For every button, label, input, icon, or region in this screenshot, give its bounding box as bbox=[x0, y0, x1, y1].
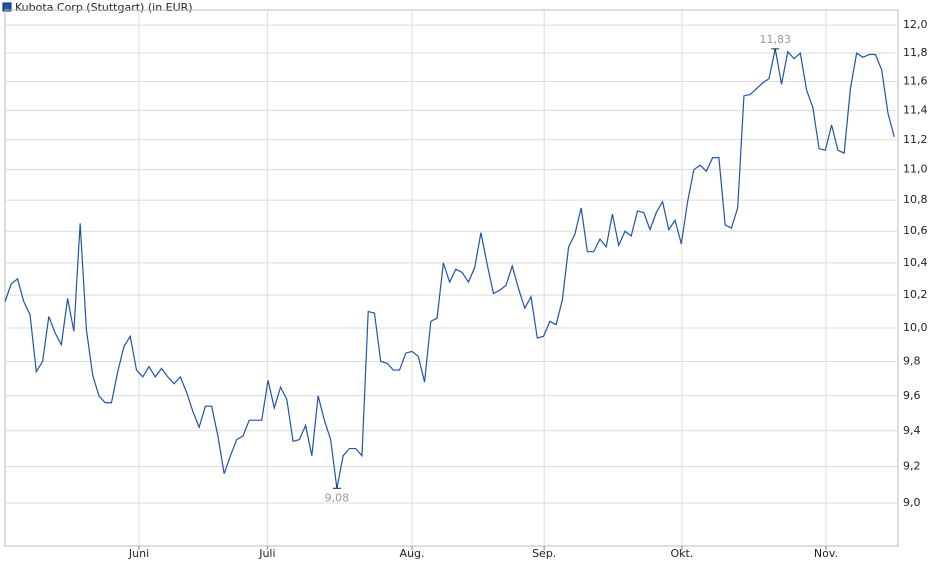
plot-frame bbox=[4, 9, 899, 547]
annotation-label: 11,83 bbox=[760, 33, 792, 46]
y-tick-label: 9,4 bbox=[903, 424, 921, 437]
y-tick-label: 9,8 bbox=[903, 355, 921, 368]
y-tick-label: 11,0 bbox=[903, 163, 928, 176]
x-tick-label: Juni bbox=[128, 547, 149, 560]
y-tick-label: 10,0 bbox=[903, 321, 928, 334]
y-tick-label: 11,2 bbox=[903, 133, 928, 146]
y-tick-label: 9,0 bbox=[903, 496, 921, 509]
y-tick-label: 10,4 bbox=[903, 256, 928, 269]
x-tick-label: Sep. bbox=[532, 547, 556, 560]
x-tick-label: Aug. bbox=[400, 547, 425, 560]
y-tick-label: 9,2 bbox=[903, 459, 921, 472]
y-tick-label: 10,8 bbox=[903, 193, 928, 206]
legend-label: Kubota Corp (Stuttgart) (in EUR) bbox=[15, 1, 193, 14]
annotation-label: 9,08 bbox=[325, 491, 350, 504]
y-tick-label: 12,0 bbox=[903, 18, 928, 31]
y-tick-label: 10,6 bbox=[903, 224, 928, 237]
x-tick-label: Nov. bbox=[814, 547, 838, 560]
y-tick-label: 9,6 bbox=[903, 389, 921, 402]
y-tick-label: 11,8 bbox=[903, 46, 928, 59]
price-line bbox=[4, 48, 895, 489]
y-tick-label: 11,6 bbox=[903, 74, 928, 87]
legend-swatch bbox=[2, 2, 12, 12]
x-tick-label: Juli bbox=[258, 547, 275, 560]
y-tick-label: 10,2 bbox=[903, 288, 928, 301]
x-tick-label: Okt. bbox=[671, 547, 694, 560]
y-tick-label: 11,4 bbox=[903, 103, 928, 116]
